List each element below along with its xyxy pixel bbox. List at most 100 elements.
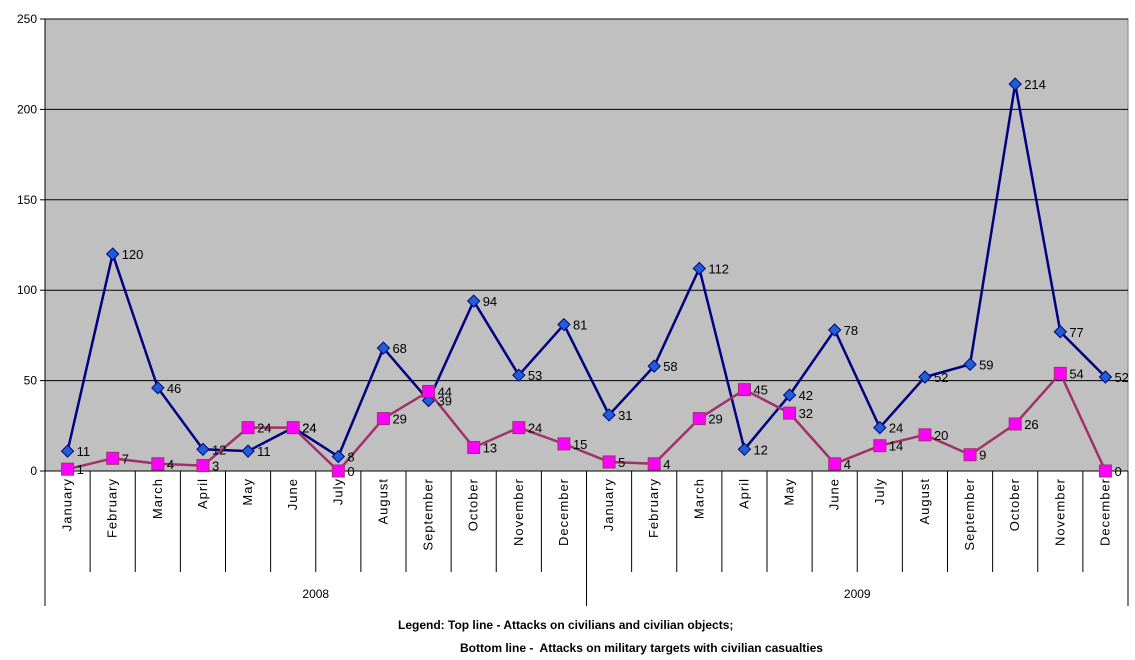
data-point — [737, 383, 751, 397]
data-point — [692, 261, 707, 276]
data-point — [557, 437, 571, 451]
data-point — [1098, 370, 1113, 384]
category-label: September — [421, 478, 436, 551]
data-label: 4 — [167, 457, 174, 472]
gridlines — [45, 18, 1128, 382]
data-label: 24 — [528, 421, 542, 436]
data-label: 54 — [1069, 366, 1083, 381]
data-point — [61, 462, 75, 476]
data-label: 24 — [257, 421, 271, 436]
category-label: November — [1052, 478, 1067, 546]
category-label: May — [782, 478, 797, 506]
category-label: July — [872, 478, 887, 505]
data-point — [241, 444, 255, 458]
data-label: 42 — [799, 388, 813, 403]
data-label: 3 — [212, 459, 219, 474]
data-point — [467, 440, 481, 454]
data-point — [466, 294, 481, 308]
data-label: 94 — [483, 294, 497, 309]
data-label: 45 — [753, 383, 767, 398]
category-label: August — [375, 478, 390, 524]
category-label: March — [150, 478, 165, 519]
data-label: 12 — [753, 442, 767, 457]
category-label: January — [60, 478, 75, 531]
data-point — [783, 406, 797, 420]
data-point — [737, 442, 752, 457]
data-label: 52 — [934, 370, 948, 385]
category-label: July — [330, 478, 345, 505]
legend-line-bottom: Bottom line - Attacks on military target… — [460, 641, 823, 655]
data-label: 12 — [212, 442, 226, 457]
data-point — [106, 451, 120, 465]
data-point — [782, 388, 797, 402]
category-label: October — [466, 478, 481, 531]
data-point — [873, 420, 887, 435]
data-label: 15 — [573, 437, 587, 452]
data-point — [918, 428, 932, 442]
data-label: 68 — [392, 341, 406, 356]
data-point — [196, 442, 210, 457]
data-label: 26 — [1024, 417, 1038, 432]
data-label: 44 — [438, 384, 452, 399]
data-point — [512, 421, 526, 435]
data-label: 52 — [1114, 370, 1128, 385]
data-point — [647, 359, 661, 373]
category-label: January — [601, 478, 616, 531]
data-point — [241, 421, 255, 435]
data-label: 31 — [618, 408, 632, 423]
data-point — [647, 457, 661, 471]
data-point — [512, 368, 526, 382]
data-label: 53 — [528, 368, 542, 383]
category-label: September — [962, 478, 977, 551]
data-label: 81 — [573, 318, 587, 333]
category-label: February — [646, 478, 661, 538]
data-label: 29 — [708, 412, 722, 427]
data-label: 4 — [663, 457, 670, 472]
data-label: 14 — [889, 439, 903, 454]
data-label: 13 — [483, 440, 497, 455]
data-point — [557, 317, 571, 332]
data-point — [692, 412, 706, 426]
category-label: May — [240, 478, 255, 506]
data-label: 1 — [77, 462, 84, 477]
category-label: October — [1007, 478, 1022, 531]
category-label: June — [285, 478, 300, 510]
data-label: 214 — [1024, 77, 1046, 92]
data-point — [602, 455, 616, 469]
y-tick-label: 250 — [17, 12, 37, 26]
data-label: 11 — [77, 444, 91, 459]
series-line — [67, 371, 1107, 473]
data-point — [151, 381, 165, 395]
data-point — [196, 459, 210, 473]
data-label: 9 — [979, 448, 986, 463]
category-label: March — [691, 478, 706, 519]
data-label: 0 — [347, 464, 354, 479]
data-point — [105, 247, 120, 261]
category-label: December — [556, 478, 571, 546]
data-point — [963, 448, 977, 462]
data-label: 0 — [1114, 464, 1121, 479]
data-label: 5 — [618, 455, 625, 470]
y-tick-label: 50 — [24, 374, 38, 388]
data-point — [873, 439, 887, 453]
data-point — [1098, 464, 1112, 478]
y-tick-label: 150 — [17, 193, 37, 207]
data-point — [827, 323, 842, 337]
legend-line-top: Legend: Top line - Attacks on civilians … — [398, 618, 734, 632]
data-label: 59 — [979, 357, 993, 372]
data-label: 58 — [663, 359, 677, 374]
data-point — [331, 464, 345, 478]
data-point — [963, 357, 977, 372]
data-point — [1008, 77, 1022, 91]
x-axis: January February March April May June July Augu… — [44, 470, 1129, 606]
data-point — [286, 421, 300, 435]
data-label: 77 — [1069, 325, 1083, 340]
data-point — [602, 408, 616, 422]
y-tick-label: 0 — [30, 464, 37, 478]
category-label: February — [105, 478, 120, 538]
category-label: June — [827, 478, 842, 510]
data-point — [151, 457, 165, 471]
series-line — [66, 83, 1107, 459]
data-point — [331, 449, 346, 464]
